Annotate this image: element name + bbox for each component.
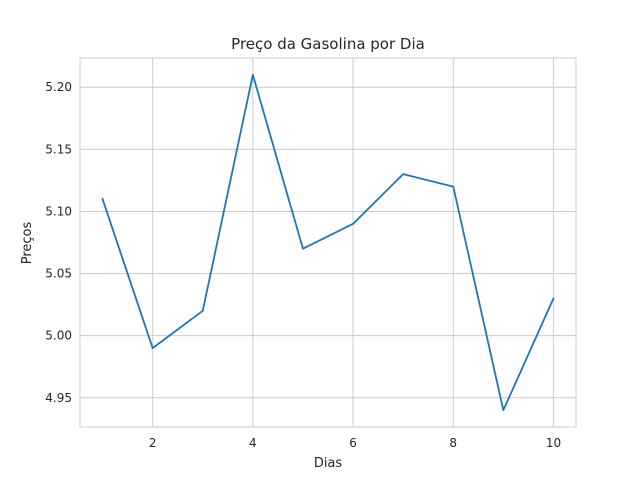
y-axis-label: Preços bbox=[20, 222, 35, 265]
y-tick-label: 5.20 bbox=[45, 80, 72, 94]
y-tick-label: 5.00 bbox=[45, 329, 72, 343]
y-tick-label: 5.10 bbox=[45, 204, 72, 218]
series-line bbox=[101, 73, 555, 412]
y-tick-label: 4.95 bbox=[45, 391, 72, 405]
plot-area-frame bbox=[79, 57, 577, 428]
grid-lines bbox=[80, 58, 576, 427]
series-layer bbox=[101, 73, 555, 412]
x-tick-label: 2 bbox=[149, 436, 157, 450]
x-tick-label: 10 bbox=[546, 436, 561, 450]
y-tick-label: 5.15 bbox=[45, 142, 72, 156]
y-tick-label: 5.05 bbox=[45, 267, 72, 281]
y-axis-ticks: 4.95 5.00 5.05 5.10 5.15 5.20 bbox=[45, 80, 72, 405]
chart-title: Preço da Gasolina por Dia bbox=[231, 35, 425, 53]
x-axis-label: Dias bbox=[314, 456, 343, 471]
x-tick-label: 8 bbox=[449, 436, 457, 450]
x-axis-ticks: 2 4 6 8 10 bbox=[149, 436, 561, 450]
x-tick-label: 4 bbox=[249, 436, 257, 450]
x-tick-label: 6 bbox=[349, 436, 357, 450]
